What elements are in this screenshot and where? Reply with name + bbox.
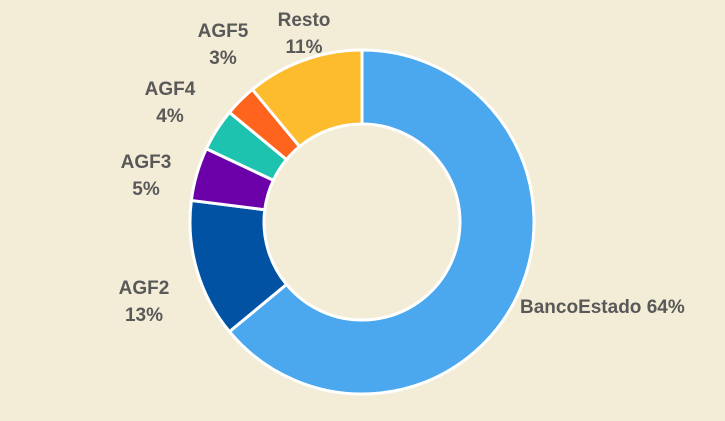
- data-label-value: 64%: [647, 297, 685, 318]
- data-label-value-agf4: 4%: [156, 106, 184, 127]
- data-label-value-agf5: 3%: [209, 48, 237, 69]
- data-label-name-resto: Resto: [278, 10, 331, 31]
- data-label-value-resto: 11%: [286, 37, 323, 58]
- data-label-bancoestado: BancoEstado 64%: [520, 297, 685, 318]
- data-label-value-agf2: 13%: [125, 305, 163, 326]
- data-label-name-agf2: AGF2: [119, 278, 170, 299]
- slices-group: [188, 48, 536, 396]
- slice-resto: [250, 48, 364, 149]
- data-label-name-agf3: AGF3: [121, 152, 172, 173]
- data-label-name-agf4: AGF4: [145, 79, 196, 100]
- data-label-name-agf5: AGF5: [198, 21, 249, 42]
- data-label-name: BancoEstado: [520, 297, 647, 318]
- labels-group: BancoEstado 64% AGF2 13% AGF3 5% AGF4 4% AGF5 3%…: [119, 10, 685, 326]
- slice-bancoestado: [227, 48, 536, 396]
- data-label-value-agf3: 5%: [132, 179, 160, 200]
